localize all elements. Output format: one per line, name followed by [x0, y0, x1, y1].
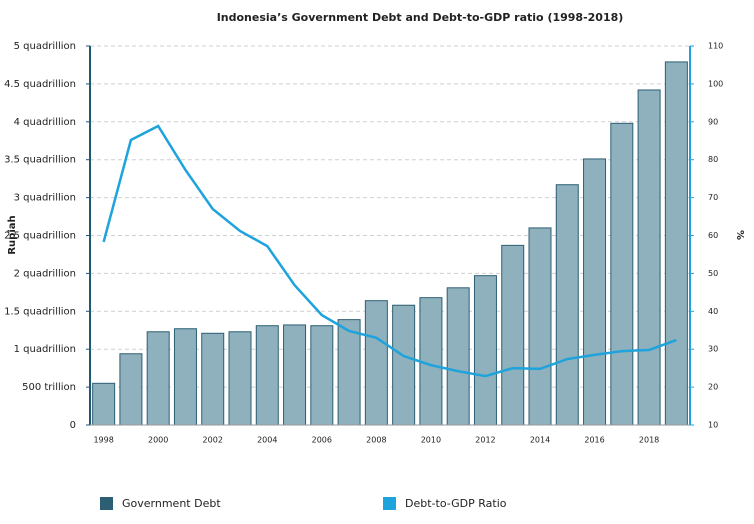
x-tick-label: 2008 — [366, 436, 386, 445]
bar — [364, 300, 388, 426]
x-tick-label: 2000 — [148, 436, 168, 445]
x-tick-label: 2018 — [639, 436, 659, 445]
bar — [173, 328, 197, 426]
y2-tick-label: 80 — [708, 155, 718, 164]
x-tick-label: 2016 — [584, 436, 604, 445]
y-tick-label: 1.5 quadrillion — [4, 306, 76, 317]
y-tick-label: 4.5 quadrillion — [4, 79, 76, 90]
bar — [664, 61, 688, 426]
bar — [501, 244, 525, 426]
x-tick-label: 2002 — [203, 436, 223, 445]
y2-tick-label: 60 — [708, 231, 718, 240]
bar — [555, 184, 579, 426]
bar — [228, 331, 252, 426]
y2-tick-label: 70 — [708, 193, 718, 202]
x-tick-label: 1998 — [93, 436, 113, 445]
bar — [283, 324, 307, 426]
bar — [92, 382, 116, 426]
y2-tick-label: 90 — [708, 117, 718, 126]
y2-axis-label: % — [734, 230, 745, 240]
y2-tick-label: 20 — [708, 383, 718, 392]
bar — [201, 332, 225, 426]
legend-swatch — [100, 497, 113, 510]
x-tick-label: 2012 — [475, 436, 495, 445]
legend-label: Government Debt — [122, 497, 221, 510]
x-tick-label: 2006 — [312, 436, 332, 445]
y-axis-label: Rupiah — [7, 215, 18, 254]
bar — [446, 287, 470, 426]
y2-tick-label: 50 — [708, 269, 718, 278]
line — [102, 124, 677, 378]
bar — [473, 275, 497, 426]
bar — [146, 331, 170, 426]
y2-tick-label: 30 — [708, 345, 718, 354]
y-tick-label: 2 quadrillion — [14, 268, 76, 279]
bar — [392, 304, 416, 426]
y2-tick-label: 100 — [708, 79, 723, 88]
x-tick-label: 2004 — [257, 436, 277, 445]
y-tick-label: 4 quadrillion — [14, 117, 76, 128]
y-tick-label: 2.5 quadrillion — [4, 231, 76, 242]
bar — [310, 325, 334, 426]
y-tick-label: 3 quadrillion — [14, 193, 76, 204]
y-tick-label: 5 quadrillion — [14, 41, 76, 52]
y-tick-label: 500 trillion — [22, 382, 76, 393]
y2-tick-label: 110 — [708, 42, 723, 51]
x-tick-label: 2014 — [530, 436, 550, 445]
bar — [528, 227, 552, 426]
bar — [119, 353, 143, 426]
bar — [637, 89, 661, 426]
y2-tick-label: 40 — [708, 307, 718, 316]
bar — [255, 325, 279, 426]
y2-tick-label: 10 — [708, 421, 718, 430]
y-tick-label: 3.5 quadrillion — [4, 155, 76, 166]
bar — [610, 122, 634, 426]
x-tick-label: 2010 — [421, 436, 441, 445]
legend-swatch — [383, 497, 396, 510]
y-tick-label: 1 quadrillion — [14, 344, 76, 355]
y-tick-label: 0 — [70, 420, 76, 431]
bar — [337, 319, 361, 426]
bar — [583, 158, 607, 426]
legend-label: Debt-to-GDP Ratio — [405, 497, 507, 510]
chart-title: Indonesia’s Government Debt and Debt-to-… — [217, 11, 624, 24]
